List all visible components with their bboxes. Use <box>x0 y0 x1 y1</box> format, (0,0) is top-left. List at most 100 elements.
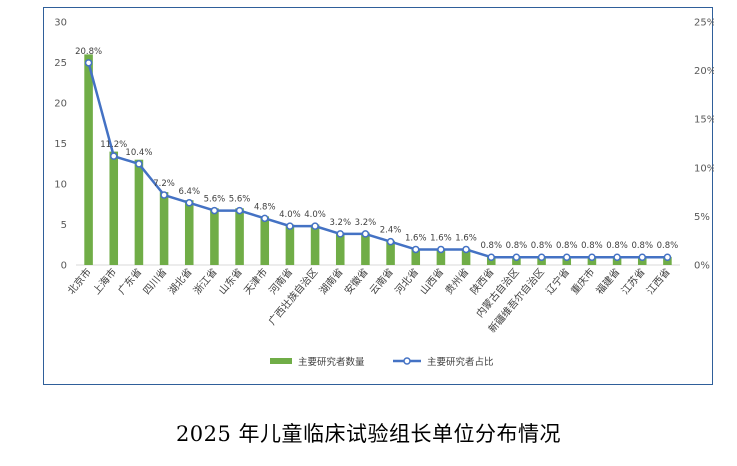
data-label: 0.8% <box>631 241 653 251</box>
y-left-axis: 0 5 10 15 20 25 30 <box>54 18 67 272</box>
y-left-tick-label: 30 <box>54 18 67 29</box>
bar <box>84 54 93 266</box>
data-label: 10.4% <box>125 148 152 158</box>
line-point <box>286 222 294 230</box>
line-point <box>361 230 370 238</box>
line-point <box>110 152 118 160</box>
data-labels: 20.8%11.2%10.4%7.2%6.4%5.6% 5.6%4.8%4.0% 4… <box>75 47 678 251</box>
category-label: 福建省 <box>593 266 622 297</box>
category-label: 四川省 <box>140 266 169 297</box>
y-right-tick-label: 25% <box>694 18 714 29</box>
line-point <box>261 214 269 223</box>
data-label: 5.6% <box>204 195 226 205</box>
line-point <box>412 245 420 254</box>
category-label: 浙江省 <box>190 266 219 297</box>
line-point <box>437 245 445 254</box>
y-right-tick-label: 10% <box>694 163 714 174</box>
bar <box>109 151 119 265</box>
y-left-tick-label: 25 <box>54 58 67 69</box>
data-label: 6.4% <box>178 187 200 197</box>
line-point <box>462 245 470 254</box>
data-label: 5.6% <box>229 195 251 205</box>
line-point <box>563 253 571 261</box>
bar <box>461 248 471 265</box>
line-point <box>135 160 143 168</box>
category-label: 贵州省 <box>442 266 471 297</box>
category-label: 天津市 <box>241 266 270 297</box>
y-left-tick-label: 15 <box>54 139 67 150</box>
chart-svg: 0 5 10 15 20 25 30 0% 5% 10% 15% 20% 25% 20.8% 11.2%… <box>54 18 714 369</box>
category-label: 山东省 <box>216 266 245 297</box>
category-label: 江苏省 <box>618 266 647 297</box>
chart-frame: 0 5 10 15 20 25 30 0% 5% 10% 15% 20% 25% 20.8% 11.2%… <box>43 7 714 385</box>
y-left-tick-label: 10 <box>54 180 67 191</box>
category-label: 湖北省 <box>165 266 194 297</box>
line-point <box>84 59 93 67</box>
line-point <box>663 253 672 261</box>
bar <box>436 248 446 265</box>
category-label: 山西省 <box>417 266 446 297</box>
category-label: 广东省 <box>115 266 144 297</box>
data-label: 11.2% <box>100 140 127 150</box>
category-label: 上海市 <box>90 266 119 297</box>
line-point <box>311 222 319 230</box>
y-left-tick-label: 0 <box>61 261 67 272</box>
legend-line-marker <box>403 357 411 365</box>
category-label: 安徽省 <box>341 266 370 297</box>
line-point <box>160 191 168 199</box>
data-label: 0.8% <box>531 241 553 251</box>
data-label: 7.2% <box>153 179 175 189</box>
bar-series <box>84 54 672 266</box>
line-point <box>185 199 193 207</box>
y-right-tick-label: 20% <box>694 66 714 77</box>
bar <box>411 248 421 265</box>
data-label: 3.2% <box>355 218 377 228</box>
y-right-tick-label: 15% <box>694 115 714 126</box>
data-label: 4.0% <box>279 210 301 220</box>
line-point <box>537 253 546 261</box>
data-label: 0.8% <box>506 241 528 251</box>
data-label: 1.6% <box>430 233 452 243</box>
category-label: 江西省 <box>643 266 672 297</box>
data-label: 0.8% <box>480 241 502 251</box>
bar <box>335 232 345 265</box>
legend: 主要研究者数量 主要研究者占比 <box>270 356 494 368</box>
bar <box>210 208 219 265</box>
category-label: 重庆市 <box>568 266 597 297</box>
line-point <box>235 206 244 215</box>
bar <box>310 224 320 265</box>
line-point <box>512 253 521 261</box>
legend-bar-swatch <box>270 358 292 364</box>
line-point <box>210 206 219 215</box>
category-label: 辽宁省 <box>543 266 572 297</box>
bar <box>285 224 295 265</box>
legend-line-label: 主要研究者占比 <box>427 356 494 368</box>
figure-caption: 2025 年儿童临床试验组长单位分布情况 <box>175 422 562 446</box>
bar <box>159 192 169 265</box>
y-right-axis: 0% 5% 10% 15% 20% 25% <box>694 18 714 272</box>
line-point <box>613 253 621 261</box>
data-label: 2.4% <box>380 226 402 236</box>
data-label: 0.8% <box>581 241 603 251</box>
y-right-tick-label: 0% <box>694 261 710 272</box>
data-label: 4.0% <box>304 210 326 220</box>
line-point <box>638 253 646 261</box>
y-right-tick-label: 5% <box>694 212 710 223</box>
percent-line <box>87 62 668 259</box>
data-label: 3.2% <box>329 218 351 228</box>
category-label: 云南省 <box>367 266 396 297</box>
data-label: 0.8% <box>556 241 578 251</box>
line-point <box>336 230 344 238</box>
legend-bar-label: 主要研究者数量 <box>298 356 365 368</box>
data-label: 20.8% <box>75 47 102 57</box>
category-label: 北京市 <box>65 266 94 297</box>
bar <box>361 232 370 265</box>
y-left-tick-label: 20 <box>54 99 67 110</box>
category-label: 湖南省 <box>316 266 345 297</box>
bar <box>134 159 144 265</box>
y-left-tick-label: 5 <box>61 220 67 231</box>
data-label: 1.6% <box>455 233 477 243</box>
x-axis-categories: 北京市上海市广东省四川省湖北省浙江省山东省天津市河南省广西壮族自治区湖南省安徽省… <box>65 266 673 336</box>
category-label: 河北省 <box>392 266 421 297</box>
bar <box>184 200 194 265</box>
